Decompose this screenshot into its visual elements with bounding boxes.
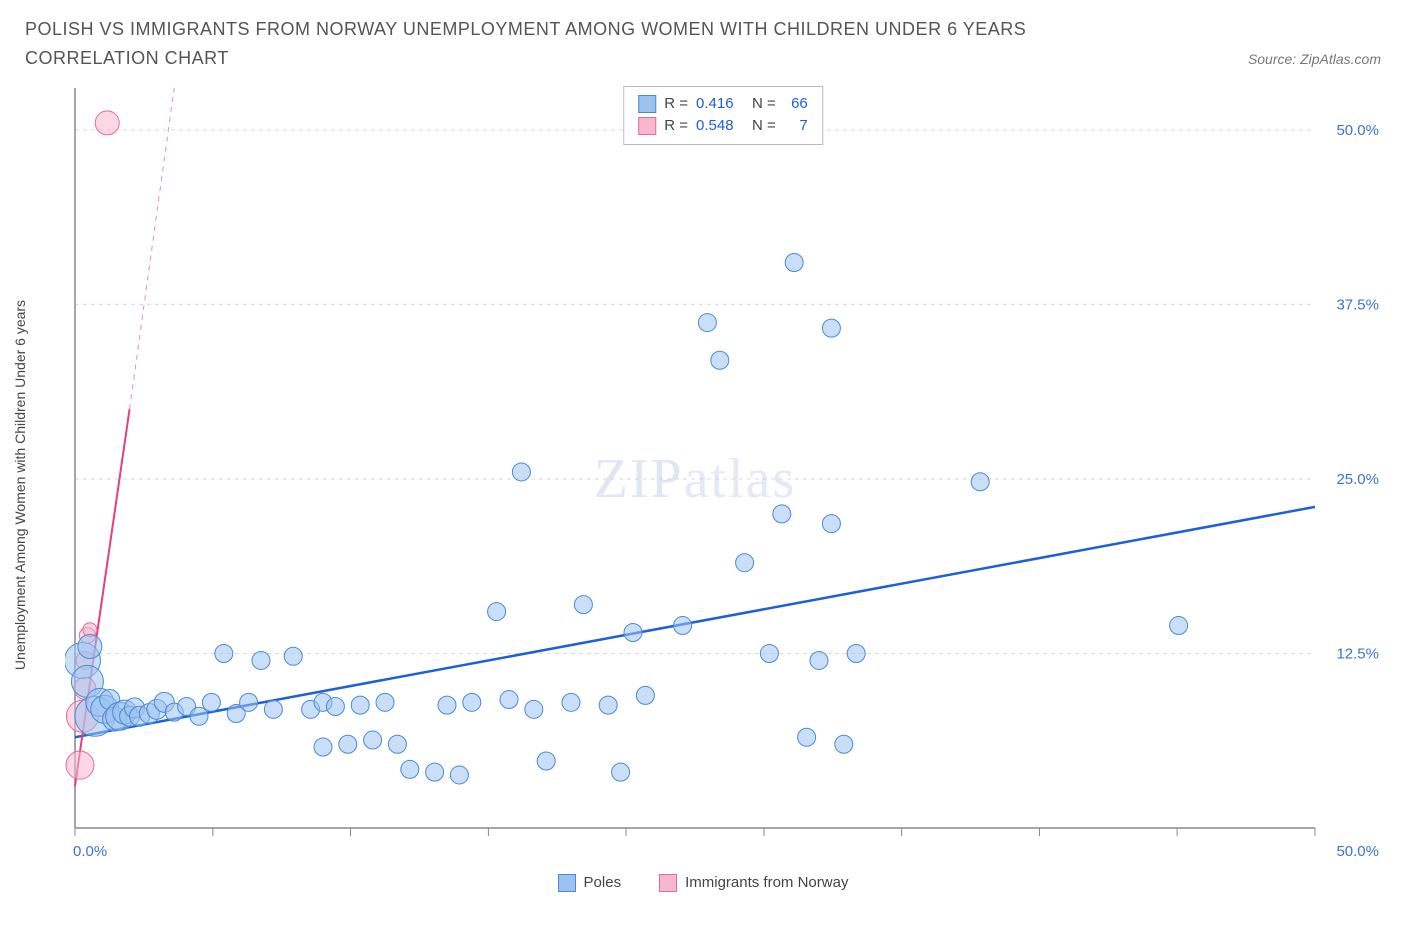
svg-text:37.5%: 37.5% [1336,296,1379,313]
svg-text:50.0%: 50.0% [1336,843,1379,860]
legend-item-norway: Immigrants from Norway [659,874,848,892]
scatter-plot: 12.5% 25.0% 37.5% 50.0% ZIPatlas 0.0% 50.0% [65,78,1385,868]
r-value-norway: 0.548 [696,115,744,138]
legend-label-poles: Poles [584,874,622,891]
svg-text:50.0%: 50.0% [1336,121,1379,138]
r-value-poles: 0.416 [696,93,744,116]
y-axis-label: Unemployment Among Women with Children U… [12,300,28,670]
swatch-blue-icon [558,874,576,892]
swatch-blue-icon [638,95,656,113]
svg-text:12.5%: 12.5% [1336,645,1379,662]
stats-row-norway: R = 0.548 N = 7 [638,115,808,138]
legend-item-poles: Poles [558,874,622,892]
n-value-norway: 7 [784,115,808,138]
svg-text:ZIPatlas: ZIPatlas [594,448,797,510]
chart-title: POLISH VS IMMIGRANTS FROM NORWAY UNEMPLO… [25,15,1125,73]
swatch-pink-icon [659,874,677,892]
legend-bottom: Poles Immigrants from Norway [25,874,1381,892]
n-value-poles: 66 [784,93,808,116]
svg-text:0.0%: 0.0% [73,843,107,860]
legend-label-norway: Immigrants from Norway [685,874,848,891]
stats-row-poles: R = 0.416 N = 66 [638,93,808,116]
stats-legend-box: R = 0.416 N = 66 R = 0.548 N = 7 [623,86,823,145]
svg-text:25.0%: 25.0% [1336,471,1379,488]
swatch-pink-icon [638,117,656,135]
source-label: Source: ZipAtlas.com [1248,51,1381,67]
